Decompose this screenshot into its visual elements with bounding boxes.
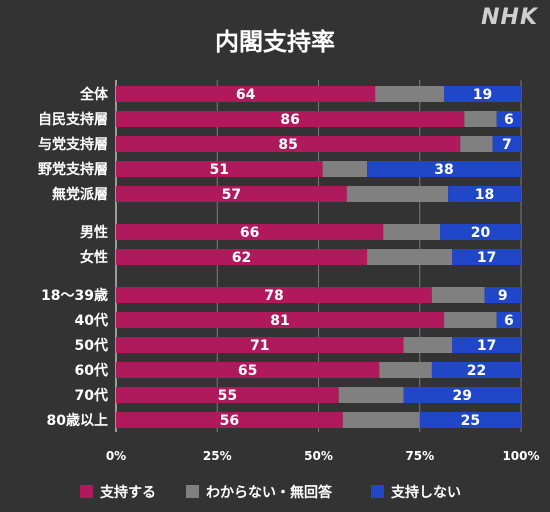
bar-segment (492, 136, 521, 152)
data-label: 81 (270, 313, 289, 329)
bar-segment (367, 161, 521, 177)
data-label: 56 (220, 413, 239, 429)
category-label: 与党支持層 (38, 136, 108, 153)
data-label: 6 (504, 313, 514, 329)
bar-segment (375, 86, 445, 102)
data-label: 6 (504, 112, 514, 128)
bar-segment (342, 412, 420, 428)
category-label: 40代 (75, 312, 108, 329)
data-label: 38 (434, 162, 453, 178)
legend-swatch (80, 485, 93, 498)
bar-segment (452, 337, 521, 353)
category-label: 60代 (75, 362, 108, 379)
category-label: 18〜39歳 (41, 287, 108, 304)
bar-segment (116, 387, 339, 403)
data-label: 22 (467, 363, 486, 379)
x-tick-label: 100% (502, 449, 539, 463)
x-tick-label: 0% (106, 449, 126, 463)
data-label: 20 (471, 225, 491, 241)
bars: 64 19 86 6 85 7 51 38 57 18 66 20 62 17 78 9 81 6 71 17 65 22… (116, 86, 521, 429)
category-label: 男性 (80, 224, 108, 241)
data-label: 19 (473, 87, 492, 103)
data-label: 66 (240, 225, 259, 241)
bar-segment (116, 224, 384, 240)
category-label: 50代 (75, 337, 108, 354)
data-label: 78 (264, 288, 283, 304)
data-label: 85 (278, 137, 297, 153)
bar-segment (431, 287, 485, 303)
bar-segment (460, 136, 493, 152)
bar-segment (116, 111, 465, 127)
bar-segment (484, 287, 521, 303)
data-label: 29 (453, 388, 472, 404)
legend-swatch (371, 485, 384, 498)
data-label: 71 (250, 338, 269, 354)
bar-segment (322, 161, 368, 177)
category-label: 全体 (79, 86, 109, 103)
bar-segment (116, 249, 368, 265)
category-label: 無党派層 (52, 186, 108, 203)
bar-segment (116, 412, 343, 428)
bar-segment (440, 224, 521, 240)
x-tick-label: 50% (304, 449, 333, 463)
bar-segment (116, 287, 432, 303)
bar-segment (116, 337, 404, 353)
bar-segment (496, 312, 521, 328)
chart-title: 内閣支持率 (215, 28, 335, 56)
data-label: 18 (475, 187, 494, 203)
legend: 支持する わからない・無回答 支持しない (80, 484, 461, 501)
bar-segment (403, 337, 453, 353)
bar-segment (403, 387, 521, 403)
bar-segment (116, 186, 347, 202)
bar-segment (444, 312, 497, 328)
data-label: 7 (502, 137, 512, 153)
category-label: 自民支持層 (38, 111, 108, 128)
bar-segment (116, 161, 323, 177)
category-label: 野党支持層 (38, 161, 108, 178)
bar-segment (338, 387, 404, 403)
bar-segment (496, 111, 521, 127)
bar-segment (346, 186, 449, 202)
bar-segment (116, 86, 376, 102)
data-label: 17 (477, 338, 496, 354)
bar-segment (116, 136, 461, 152)
bar-segment (452, 249, 521, 265)
bar-segment (419, 412, 521, 428)
x-tick-label: 25% (203, 449, 232, 463)
data-label: 25 (461, 413, 480, 429)
bar-segment (464, 111, 497, 127)
legend-label: わからない・無回答 (206, 484, 333, 501)
data-label: 62 (232, 250, 251, 266)
x-tick-label: 75% (405, 449, 434, 463)
bar-segment (383, 224, 440, 240)
data-label: 17 (477, 250, 496, 266)
data-label: 64 (236, 87, 256, 103)
bar-segment (431, 362, 521, 378)
data-label: 57 (222, 187, 241, 203)
category-label: 70代 (75, 387, 108, 404)
data-label: 55 (218, 388, 237, 404)
bar-segment (444, 86, 521, 102)
bar-segment (367, 249, 453, 265)
data-label: 86 (280, 112, 299, 128)
data-label: 65 (238, 363, 257, 379)
bar-segment (116, 362, 380, 378)
legend-label: 支持しない (390, 484, 461, 501)
legend-label: 支持する (99, 484, 156, 501)
category-label: 80歳以上 (47, 412, 108, 429)
data-label: 51 (210, 162, 229, 178)
bar-segment (379, 362, 432, 378)
category-label: 女性 (80, 249, 108, 266)
x-tick-labels: 0% 25% 50% 75% 100% (106, 449, 540, 463)
bar-segment (448, 186, 521, 202)
legend-swatch (186, 485, 199, 498)
nhk-logo: NHK (481, 5, 539, 30)
bar-segment (116, 312, 445, 328)
data-label: 9 (498, 288, 508, 304)
